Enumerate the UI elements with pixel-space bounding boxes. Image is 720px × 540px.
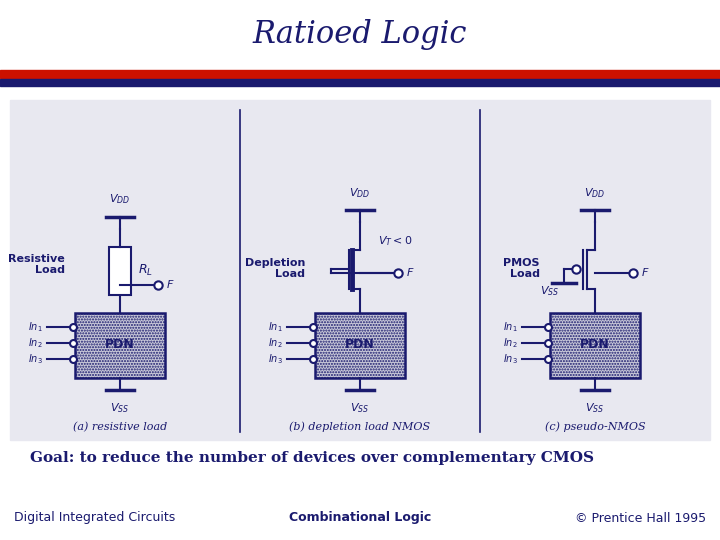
Bar <box>315 313 405 377</box>
Text: $In_2$: $In_2$ <box>28 336 43 350</box>
Text: (c) pseudo-NMOS: (c) pseudo-NMOS <box>545 421 645 432</box>
Text: Digital Integrated Circuits: Digital Integrated Circuits <box>14 511 175 524</box>
Text: $V_{SS}$: $V_{SS}$ <box>110 402 130 415</box>
Text: (b) depletion load NMOS: (b) depletion load NMOS <box>289 421 431 432</box>
Text: $V_{SS}$: $V_{SS}$ <box>351 402 369 415</box>
Bar <box>10 100 710 440</box>
Text: Resistive
Load: Resistive Load <box>8 254 65 275</box>
Bar <box>550 313 640 377</box>
Text: $F$: $F$ <box>166 279 174 291</box>
Text: $In_1$: $In_1$ <box>503 320 518 334</box>
Text: $V_{SS}$: $V_{SS}$ <box>540 284 559 298</box>
Text: $R_L$: $R_L$ <box>138 263 153 278</box>
Text: $F$: $F$ <box>641 267 649 279</box>
Text: PDN: PDN <box>580 339 610 352</box>
Text: $In_1$: $In_1$ <box>269 320 283 334</box>
Text: $In_1$: $In_1$ <box>28 320 43 334</box>
Bar <box>0 70 720 78</box>
Text: Depletion
Load: Depletion Load <box>245 258 305 279</box>
Text: PDN: PDN <box>105 339 135 352</box>
Text: $In_2$: $In_2$ <box>269 336 283 350</box>
Text: $V_{DD}$: $V_{DD}$ <box>585 186 606 199</box>
Text: Combinational Logic: Combinational Logic <box>289 511 431 524</box>
Text: PMOS
Load: PMOS Load <box>503 258 540 279</box>
Text: $V_{DD}$: $V_{DD}$ <box>109 193 130 206</box>
Text: © Prentice Hall 1995: © Prentice Hall 1995 <box>575 511 706 524</box>
Bar <box>109 246 131 294</box>
Text: $In_3$: $In_3$ <box>268 352 283 366</box>
Text: $F$: $F$ <box>406 267 415 279</box>
Text: $In_3$: $In_3$ <box>503 352 518 366</box>
Text: $In_3$: $In_3$ <box>28 352 43 366</box>
Text: (a) resistive load: (a) resistive load <box>73 422 167 432</box>
Text: Goal: to reduce the number of devices over complementary CMOS: Goal: to reduce the number of devices ov… <box>30 451 594 465</box>
Text: $V_{SS}$: $V_{SS}$ <box>585 402 605 415</box>
Text: $In_2$: $In_2$ <box>503 336 518 350</box>
Bar <box>0 79 720 86</box>
Text: PDN: PDN <box>345 339 375 352</box>
Bar <box>75 313 165 377</box>
Text: $V_T < 0$: $V_T < 0$ <box>378 234 413 248</box>
Text: Ratioed Logic: Ratioed Logic <box>253 19 467 51</box>
Text: $V_{DD}$: $V_{DD}$ <box>349 186 371 199</box>
